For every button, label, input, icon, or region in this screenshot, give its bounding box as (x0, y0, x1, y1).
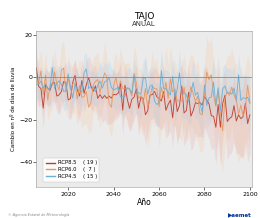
Legend: RCP8.5    ( 19 ), RCP6.0    (  7 ), RCP4.5    ( 15 ): RCP8.5 ( 19 ), RCP6.0 ( 7 ), RCP4.5 ( 15… (43, 158, 100, 182)
Text: © Agencia Estatal de Meteorología: © Agencia Estatal de Meteorología (8, 213, 69, 217)
Title: TAJO: TAJO (134, 12, 154, 21)
X-axis label: Año: Año (137, 198, 152, 207)
Y-axis label: Cambio en nº de días de lluvia: Cambio en nº de días de lluvia (11, 67, 16, 151)
Text: ANUAL: ANUAL (132, 20, 156, 27)
Text: ▶aemet: ▶aemet (229, 212, 252, 217)
